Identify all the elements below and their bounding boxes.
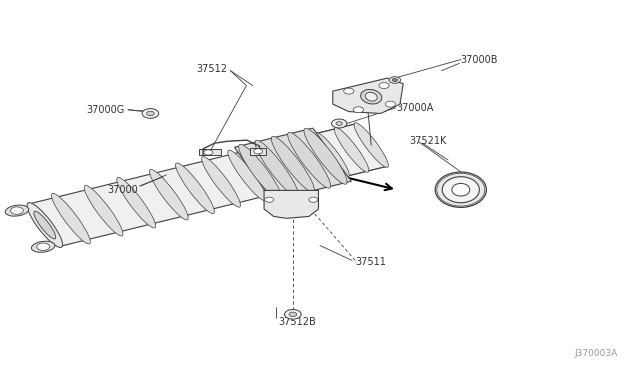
Circle shape bbox=[336, 122, 342, 125]
Circle shape bbox=[392, 78, 397, 81]
Ellipse shape bbox=[360, 89, 382, 104]
Polygon shape bbox=[29, 124, 387, 246]
Ellipse shape bbox=[315, 132, 349, 177]
Circle shape bbox=[379, 83, 389, 89]
Ellipse shape bbox=[287, 132, 331, 188]
Circle shape bbox=[36, 243, 49, 250]
Ellipse shape bbox=[254, 144, 292, 195]
Ellipse shape bbox=[5, 205, 29, 216]
Ellipse shape bbox=[452, 183, 470, 196]
Text: 37521K: 37521K bbox=[410, 137, 447, 146]
Ellipse shape bbox=[255, 140, 298, 196]
Polygon shape bbox=[333, 78, 403, 113]
Circle shape bbox=[385, 101, 396, 107]
Ellipse shape bbox=[239, 144, 282, 200]
Circle shape bbox=[204, 150, 212, 155]
Ellipse shape bbox=[84, 185, 123, 236]
Circle shape bbox=[265, 197, 274, 202]
Ellipse shape bbox=[435, 172, 486, 208]
Polygon shape bbox=[234, 128, 351, 201]
Circle shape bbox=[344, 88, 354, 94]
Ellipse shape bbox=[365, 92, 377, 101]
Circle shape bbox=[147, 111, 154, 116]
Ellipse shape bbox=[354, 123, 388, 167]
Polygon shape bbox=[317, 124, 387, 176]
Circle shape bbox=[254, 149, 263, 154]
Text: 37000: 37000 bbox=[107, 185, 138, 195]
Polygon shape bbox=[198, 150, 221, 155]
Ellipse shape bbox=[149, 169, 188, 220]
Ellipse shape bbox=[442, 177, 479, 203]
Circle shape bbox=[10, 207, 23, 214]
Ellipse shape bbox=[304, 128, 347, 184]
Text: 37000B: 37000B bbox=[461, 55, 499, 64]
Ellipse shape bbox=[31, 241, 55, 252]
Text: 37512: 37512 bbox=[196, 64, 227, 74]
Circle shape bbox=[289, 312, 297, 317]
Ellipse shape bbox=[334, 128, 369, 172]
Ellipse shape bbox=[34, 211, 56, 239]
Polygon shape bbox=[250, 148, 266, 155]
Text: 37512B: 37512B bbox=[278, 317, 316, 327]
Ellipse shape bbox=[228, 150, 267, 201]
Ellipse shape bbox=[271, 136, 314, 192]
Circle shape bbox=[389, 77, 401, 83]
Ellipse shape bbox=[27, 203, 63, 247]
Text: 37000A: 37000A bbox=[397, 103, 434, 113]
Circle shape bbox=[353, 107, 364, 113]
Ellipse shape bbox=[175, 163, 214, 214]
Polygon shape bbox=[264, 190, 319, 218]
Circle shape bbox=[142, 109, 159, 118]
Ellipse shape bbox=[116, 177, 156, 228]
Ellipse shape bbox=[202, 157, 241, 207]
Text: 37511: 37511 bbox=[355, 257, 386, 267]
Circle shape bbox=[332, 119, 347, 128]
Text: J370003A: J370003A bbox=[574, 349, 618, 358]
Circle shape bbox=[285, 310, 301, 319]
Circle shape bbox=[309, 197, 318, 202]
Ellipse shape bbox=[51, 193, 90, 244]
Text: 37000G: 37000G bbox=[86, 105, 125, 115]
